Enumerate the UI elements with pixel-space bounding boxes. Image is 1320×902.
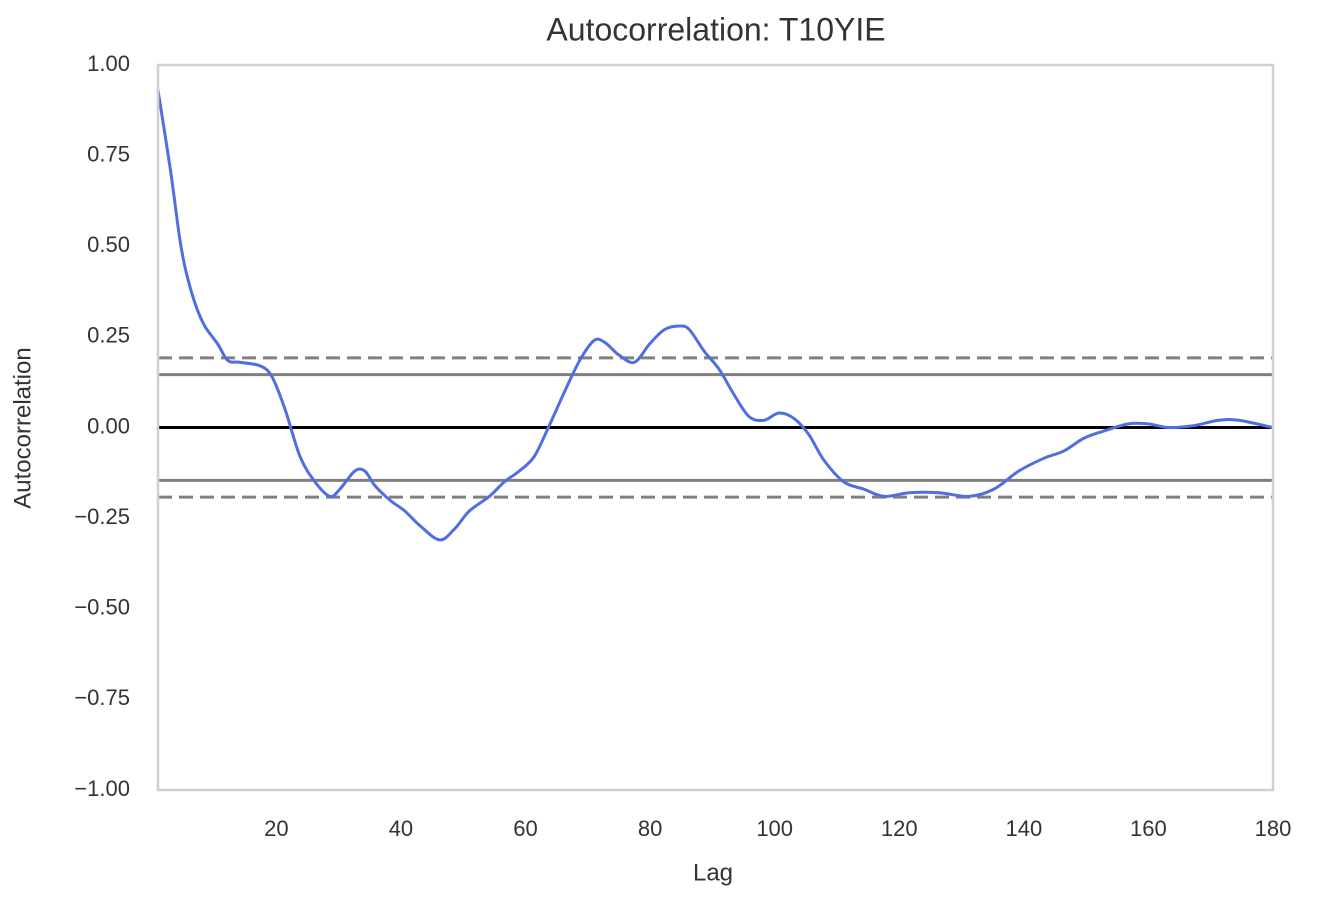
y-tick-label: 0.75 (87, 141, 130, 166)
y-tick-label: −0.50 (74, 595, 130, 620)
x-tick-label: 160 (1130, 816, 1167, 841)
y-tick-label: 1.00 (87, 51, 130, 76)
x-axis-label: Lag (693, 859, 733, 886)
y-tick-label: 0.25 (87, 323, 130, 348)
x-tick-label: 80 (638, 816, 662, 841)
y-tick-label: −0.25 (74, 504, 130, 529)
x-tick-label: 180 (1255, 816, 1292, 841)
x-tick-label: 20 (264, 816, 288, 841)
x-tick-label: 40 (389, 816, 413, 841)
y-axis-label: Autocorrelation (9, 347, 36, 508)
y-tick-label: −0.75 (74, 685, 130, 710)
y-tick-label: 0.50 (87, 232, 130, 257)
y-tick-label: 0.00 (87, 413, 130, 438)
x-tick-label: 120 (881, 816, 918, 841)
x-tick-label: 60 (513, 816, 537, 841)
chart-title: Autocorrelation: T10YIE (546, 11, 885, 47)
acf-line (156, 90, 1274, 542)
x-tick-label: 140 (1005, 816, 1042, 841)
x-tick-label: 100 (756, 816, 793, 841)
y-tick-label: −1.00 (74, 776, 130, 801)
plot-frame (156, 63, 1275, 792)
